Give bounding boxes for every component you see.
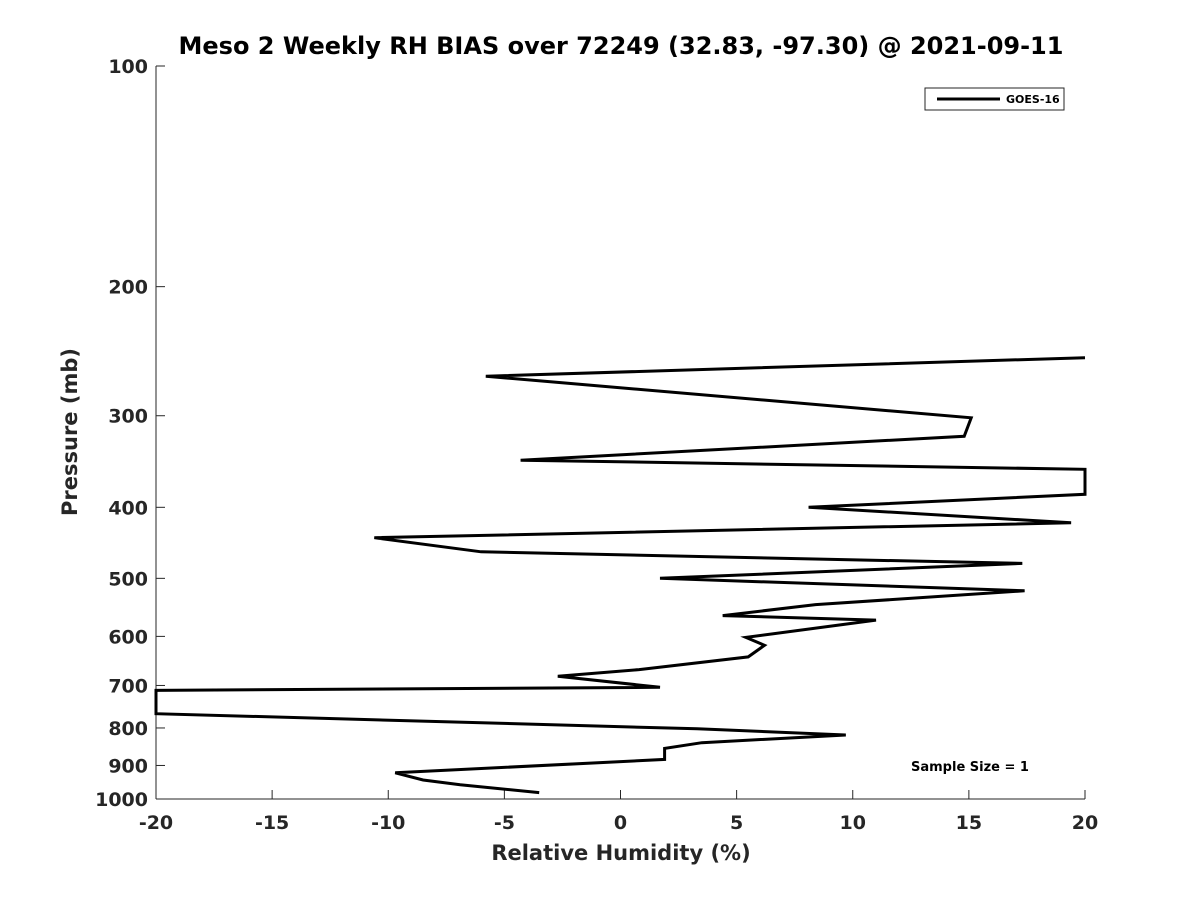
y-axis-label: Pressure (mb)	[58, 348, 82, 516]
y-tick-label: 200	[108, 277, 148, 299]
legend: GOES-16	[924, 87, 1065, 111]
x-tick-label: 10	[840, 812, 866, 834]
x-tick-label: 0	[614, 812, 627, 834]
y-tick-label: 100	[108, 56, 148, 78]
x-tick-label: -20	[139, 812, 173, 834]
x-tick-label: 5	[730, 812, 743, 834]
chart-title: Meso 2 Weekly RH BIAS over 72249 (32.83,…	[179, 32, 1064, 60]
x-tick-label: 20	[1072, 812, 1098, 834]
x-tick-label: -10	[371, 812, 405, 834]
series-line-goes16	[154, 356, 1087, 795]
y-tick-label: 300	[108, 406, 148, 428]
y-tick-label: 500	[108, 568, 148, 590]
y-tick-label: 800	[108, 718, 148, 740]
x-tick-label: 15	[956, 812, 982, 834]
y-tick-label: 600	[108, 626, 148, 648]
y-tick-label: 700	[108, 675, 148, 697]
axes: -20 -15 -10 -5 0 5 10 15 20 100 200 300 400 500 600 700…	[95, 56, 1098, 834]
series-layer	[154, 356, 1087, 795]
x-axis-label: Relative Humidity (%)	[491, 841, 750, 865]
y-tick-label: 1000	[95, 789, 148, 811]
legend-label-goes16: GOES-16	[1006, 93, 1060, 106]
y-tick-label: 900	[108, 755, 148, 777]
x-tick-label: -15	[255, 812, 289, 834]
x-tick-label: -5	[494, 812, 515, 834]
sample-size-annotation: Sample Size = 1	[911, 760, 1029, 775]
y-tick-label: 400	[108, 497, 148, 519]
